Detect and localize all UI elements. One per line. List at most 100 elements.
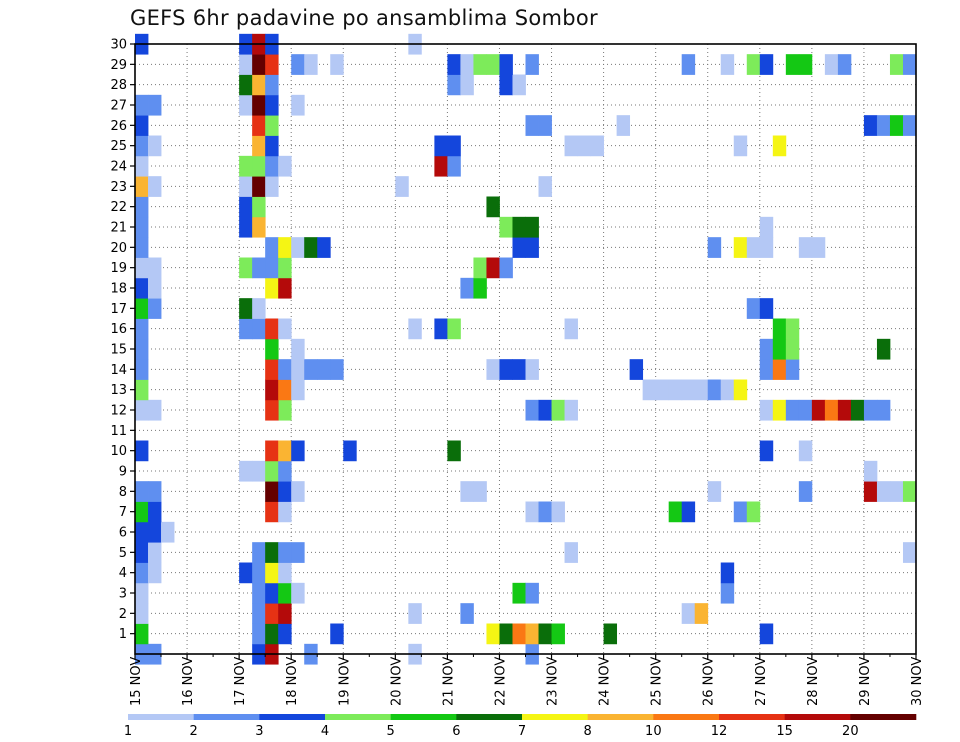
heatmap-cell bbox=[278, 257, 292, 279]
colorbar-legend: 1 2 3 4 5 6 7 8 10 12 15 20 bbox=[124, 714, 917, 739]
y-tick-label: 4 bbox=[119, 566, 127, 581]
heatmap-cell bbox=[148, 562, 162, 584]
x-tick-label: 19 NOV bbox=[337, 657, 352, 706]
heatmap-cell bbox=[291, 582, 305, 604]
heatmap-cell bbox=[434, 155, 448, 177]
heatmap-cell bbox=[135, 277, 149, 299]
colorbar-swatch bbox=[653, 714, 720, 720]
heatmap-cell bbox=[239, 74, 253, 96]
colorbar-swatch bbox=[259, 714, 326, 720]
heatmap-cell bbox=[525, 501, 539, 523]
heatmap-cell bbox=[772, 399, 787, 421]
heatmap-cell bbox=[135, 318, 149, 340]
heatmap-cell bbox=[135, 623, 149, 645]
heatmap-cell bbox=[252, 115, 266, 136]
heatmap-cell bbox=[525, 623, 539, 645]
heatmap-cell bbox=[239, 318, 253, 340]
heatmap-cell bbox=[577, 135, 591, 157]
heatmap-cell bbox=[265, 176, 279, 197]
heatmap-cell bbox=[772, 359, 787, 380]
colorbar-label: 15 bbox=[776, 724, 793, 739]
heatmap-cell bbox=[499, 54, 513, 75]
heatmap-cell bbox=[291, 54, 305, 75]
heatmap-cell bbox=[291, 237, 305, 258]
y-tick-label: 10 bbox=[110, 444, 127, 459]
heatmap-cell bbox=[434, 135, 448, 157]
heatmap-cell bbox=[486, 359, 500, 380]
heatmap-cell bbox=[681, 501, 696, 523]
heatmap-cell bbox=[902, 481, 917, 502]
heatmap-cell bbox=[278, 562, 292, 584]
heatmap-cell bbox=[759, 237, 774, 258]
heatmap-cell bbox=[551, 399, 565, 421]
y-tick-label: 8 bbox=[119, 485, 127, 500]
heatmap-cell bbox=[135, 176, 149, 197]
heatmap-cell bbox=[291, 379, 305, 401]
y-tick-label: 19 bbox=[110, 261, 127, 276]
heatmap-cell bbox=[252, 542, 266, 563]
heatmap-cell bbox=[850, 399, 865, 421]
heatmap-cell bbox=[265, 623, 279, 645]
heatmap-cell bbox=[265, 237, 279, 258]
heatmap-cell bbox=[798, 481, 813, 502]
heatmap-cell bbox=[148, 501, 162, 523]
heatmap-cell bbox=[135, 481, 149, 502]
colorbar-swatch bbox=[325, 714, 391, 720]
x-tick-label: 17 NOV bbox=[233, 657, 248, 706]
heatmap-cell bbox=[239, 298, 253, 319]
y-tick-label: 2 bbox=[119, 607, 127, 622]
heatmap-cell bbox=[278, 582, 292, 604]
heatmap-cell bbox=[668, 501, 683, 523]
heatmap-cell bbox=[304, 237, 318, 258]
heatmap-cell bbox=[135, 135, 149, 157]
heatmap-cell bbox=[135, 603, 149, 624]
heatmap-cell bbox=[135, 521, 149, 543]
heatmap-cell bbox=[148, 94, 162, 116]
y-tick-label: 1 bbox=[119, 627, 127, 642]
colorbar-swatch bbox=[390, 714, 457, 720]
y-tick-label: 18 bbox=[110, 282, 127, 297]
heatmap-cell bbox=[525, 216, 539, 238]
colorbar-label: 2 bbox=[190, 724, 198, 739]
x-tick-label: 25 NOV bbox=[650, 657, 665, 706]
heatmap-cell bbox=[902, 54, 917, 75]
colorbar-label: 20 bbox=[842, 724, 859, 739]
heatmap-cell bbox=[811, 399, 826, 421]
colorbar-label: 5 bbox=[387, 724, 395, 739]
heatmap-cell bbox=[265, 54, 279, 75]
heatmap-cell bbox=[148, 399, 162, 421]
heatmap-cell bbox=[447, 135, 461, 157]
heatmap-cell bbox=[265, 277, 279, 299]
heatmap-cell bbox=[148, 542, 162, 563]
heatmap-cell bbox=[239, 257, 253, 279]
heatmap-cell bbox=[824, 54, 839, 75]
heatmap-cell bbox=[278, 277, 292, 299]
heatmap-cell bbox=[135, 298, 149, 319]
heatmap-cell bbox=[525, 115, 539, 136]
heatmap-cell bbox=[538, 115, 552, 136]
heatmap-cell bbox=[460, 603, 474, 624]
heatmap-cell bbox=[265, 135, 279, 157]
heatmap-cell bbox=[499, 216, 513, 238]
heatmap-cell bbox=[265, 257, 279, 279]
chart-title: GEFS 6hr padavine po ansamblima Sombor bbox=[130, 6, 598, 30]
heatmap-cell bbox=[148, 135, 162, 157]
heatmap-cell bbox=[265, 318, 279, 340]
heatmap-cell bbox=[291, 359, 305, 380]
colorbar-swatch bbox=[193, 714, 260, 720]
heatmap-cell bbox=[265, 155, 279, 177]
heatmap-cell bbox=[785, 359, 800, 380]
x-tick-label: 29 NOV bbox=[858, 657, 873, 706]
heatmap-cell bbox=[759, 440, 774, 462]
y-tick-label: 24 bbox=[110, 160, 127, 175]
heatmap-cell bbox=[811, 237, 826, 258]
heatmap-cell bbox=[863, 460, 878, 482]
heatmap-cell bbox=[135, 94, 149, 116]
heatmap-cell bbox=[525, 582, 539, 604]
heatmap-cell bbox=[447, 155, 461, 177]
heatmap-cell bbox=[252, 135, 266, 157]
x-tick-label: 24 NOV bbox=[598, 657, 613, 706]
y-tick-label: 5 bbox=[119, 546, 127, 561]
heatmap-cell bbox=[135, 196, 149, 218]
colorbar-label: 10 bbox=[645, 724, 662, 739]
